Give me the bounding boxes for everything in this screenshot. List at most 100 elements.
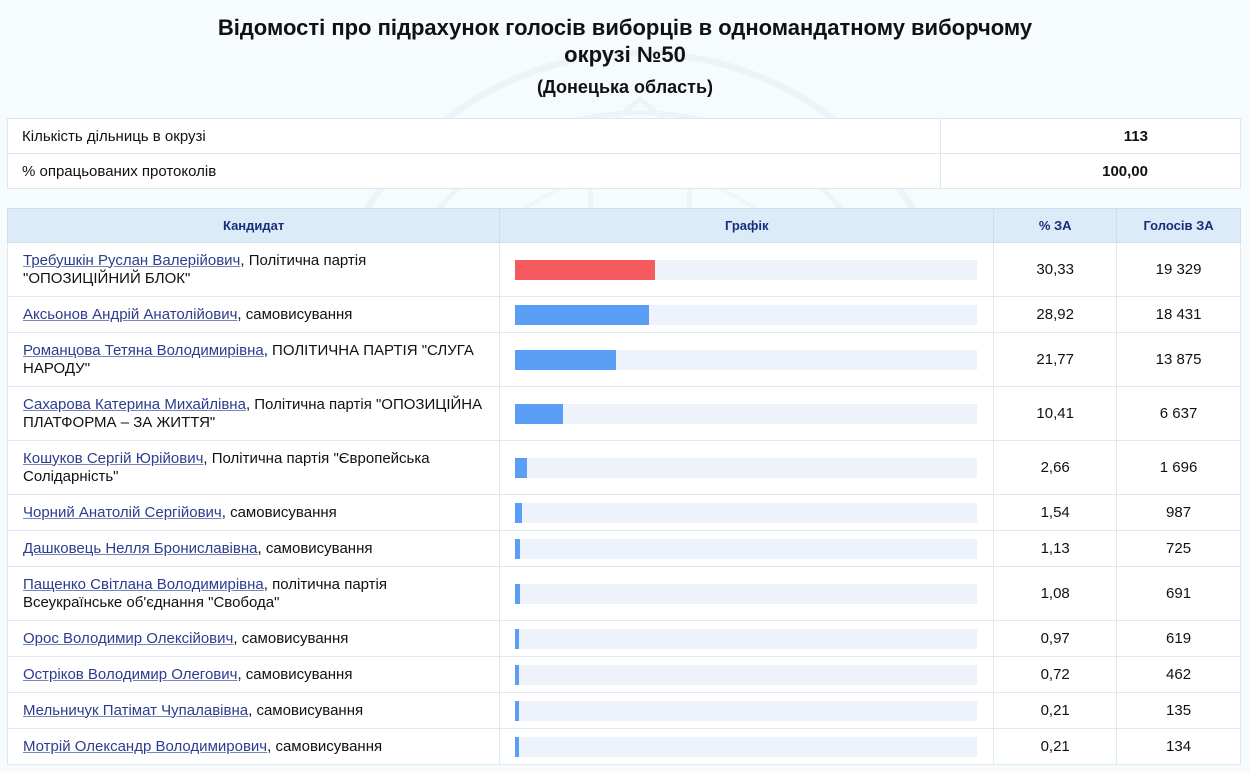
percent-cell: 0,97	[993, 620, 1118, 657]
votes-cell: 987	[1116, 494, 1241, 531]
candidate-row: Остріков Володимир Олегович, самовисуван…	[6, 656, 1241, 693]
summary-value: 113	[940, 118, 1241, 154]
percent-cell: 28,92	[993, 296, 1118, 333]
candidate-link[interactable]: Романцова Тетяна Володимирівна	[23, 341, 264, 359]
candidate-cell: Мотрій Олександр Володимирович, самовису…	[6, 728, 501, 765]
candidate-link[interactable]: Пащенко Світлана Володимирівна	[23, 575, 264, 593]
candidate-affiliation: , самовисування	[257, 539, 373, 557]
candidate-affiliation: , самовисування	[267, 737, 383, 755]
votes-cell: 1 696	[1116, 440, 1241, 495]
candidate-row: Пащенко Світлана Володимирівна, політичн…	[6, 566, 1241, 621]
header-percent: % ЗА	[993, 208, 1118, 243]
candidate-row: Дашковець Нелля Брониславівна, самовисув…	[6, 530, 1241, 567]
candidate-affiliation: , самовисування	[237, 665, 353, 683]
votes-cell: 462	[1116, 656, 1241, 693]
candidate-link[interactable]: Дашковець Нелля Брониславівна	[23, 539, 258, 557]
vote-share-bar	[515, 457, 528, 478]
vote-share-bar	[515, 583, 521, 604]
chart-cell	[499, 566, 995, 621]
percent-cell: 2,66	[993, 440, 1118, 495]
candidate-cell: Кошуков Сергій Юрійович, Політична парті…	[6, 440, 501, 495]
votes-cell: 725	[1116, 530, 1241, 567]
candidate-cell: Аксьонов Андрій Анатолійович, самовисува…	[6, 296, 501, 333]
votes-cell: 135	[1116, 692, 1241, 729]
bar-track	[515, 349, 978, 370]
candidate-link[interactable]: Орос Володимир Олексійович	[23, 629, 234, 647]
percent-cell: 21,77	[993, 332, 1118, 387]
vote-share-bar	[515, 700, 520, 721]
chart-cell	[499, 620, 995, 657]
candidate-link[interactable]: Аксьонов Андрій Анатолійович	[23, 305, 238, 323]
percent-cell: 0,72	[993, 656, 1118, 693]
vote-share-bar	[515, 403, 564, 424]
votes-cell: 691	[1116, 566, 1241, 621]
candidate-cell: Мельничук Патімат Чупалавівна, самовисув…	[6, 692, 501, 729]
header-chart: Графік	[499, 208, 995, 243]
vote-share-bar	[515, 538, 521, 559]
candidate-cell: Требушкін Руслан Валерійович, Політична …	[6, 242, 501, 297]
candidate-affiliation: , самовисування	[233, 629, 349, 647]
candidate-row: Мотрій Олександр Володимирович, самовису…	[6, 728, 1241, 765]
chart-cell	[499, 728, 995, 765]
candidate-cell: Орос Володимир Олексійович, самовисуванн…	[6, 620, 501, 657]
candidate-affiliation: , самовисування	[248, 701, 364, 719]
votes-cell: 134	[1116, 728, 1241, 765]
candidate-cell: Чорний Анатолій Сергійович, самовисуванн…	[6, 494, 501, 531]
candidate-link[interactable]: Мельничук Патімат Чупалавівна	[23, 701, 249, 719]
candidate-row: Романцова Тетяна Володимирівна, ПОЛІТИЧН…	[6, 332, 1241, 387]
bar-track	[515, 502, 978, 523]
candidate-affiliation: , політична партія Всеукраїнське об'єдна…	[23, 575, 387, 611]
candidate-cell: Романцова Тетяна Володимирівна, ПОЛІТИЧН…	[6, 332, 501, 387]
candidate-link[interactable]: Мотрій Олександр Володимирович	[23, 737, 268, 755]
candidate-cell: Пащенко Світлана Володимирівна, політичн…	[6, 566, 501, 621]
percent-cell: 10,41	[993, 386, 1118, 441]
percent-cell: 1,13	[993, 530, 1118, 567]
summary-label: Кількість дільниць в окрузі	[7, 118, 941, 154]
candidate-affiliation: , самовисування	[237, 305, 353, 323]
chart-cell	[499, 332, 995, 387]
vote-share-bar	[515, 628, 520, 649]
results-table: Кандидат Графік % ЗА Голосів ЗА Требушкі…	[6, 208, 1241, 765]
candidate-affiliation: , самовисування	[221, 503, 337, 521]
percent-cell: 1,08	[993, 566, 1118, 621]
vote-share-bar	[515, 349, 617, 370]
candidate-row: Орос Володимир Олексійович, самовисуванн…	[6, 620, 1241, 657]
candidate-link[interactable]: Остріков Володимир Олегович	[23, 665, 238, 683]
chart-cell	[499, 296, 995, 333]
summary-row: Кількість дільниць в окрузі 113	[7, 118, 1241, 154]
bar-track	[515, 259, 978, 280]
votes-cell: 18 431	[1116, 296, 1241, 333]
candidate-link[interactable]: Сахарова Катерина Михайлівна	[23, 395, 246, 413]
candidate-link[interactable]: Кошуков Сергій Юрійович	[23, 449, 204, 467]
vote-share-bar	[515, 259, 656, 280]
bar-track	[515, 403, 978, 424]
bar-track	[515, 304, 978, 325]
chart-cell	[499, 692, 995, 729]
vote-share-bar	[515, 664, 520, 685]
district-summary-table: Кількість дільниць в окрузі 113 % опраць…	[7, 118, 1241, 189]
header-votes: Голосів ЗА	[1116, 208, 1241, 243]
page-title: Відомості про підрахунок голосів виборці…	[217, 15, 1033, 67]
candidate-link[interactable]: Чорний Анатолій Сергійович	[23, 503, 222, 521]
candidate-cell: Сахарова Катерина Михайлівна, Політична …	[6, 386, 501, 441]
candidate-row: Мельничук Патімат Чупалавівна, самовисув…	[6, 692, 1241, 729]
candidate-link[interactable]: Требушкін Руслан Валерійович	[23, 251, 241, 269]
summary-label: % опрацьованих протоколів	[7, 153, 941, 189]
results-header-row: Кандидат Графік % ЗА Голосів ЗА	[6, 208, 1241, 243]
candidate-cell: Остріков Володимир Олегович, самовисуван…	[6, 656, 501, 693]
candidate-affiliation: , Політична партія "ОПОЗИЦІЙНИЙ БЛОК"	[23, 251, 367, 287]
votes-cell: 19 329	[1116, 242, 1241, 297]
percent-cell: 1,54	[993, 494, 1118, 531]
chart-cell	[499, 656, 995, 693]
candidate-row: Кошуков Сергій Юрійович, Політична парті…	[6, 440, 1241, 495]
header-candidate: Кандидат	[6, 208, 501, 243]
chart-cell	[499, 530, 995, 567]
votes-cell: 13 875	[1116, 332, 1241, 387]
chart-cell	[499, 386, 995, 441]
candidate-cell: Дашковець Нелля Брониславівна, самовисув…	[6, 530, 501, 567]
candidate-row: Требушкін Руслан Валерійович, Політична …	[6, 242, 1241, 297]
chart-cell	[499, 494, 995, 531]
votes-cell: 6 637	[1116, 386, 1241, 441]
candidate-affiliation: , ПОЛІТИЧНА ПАРТІЯ "СЛУГА НАРОДУ"	[23, 341, 474, 377]
bar-track	[515, 664, 978, 685]
